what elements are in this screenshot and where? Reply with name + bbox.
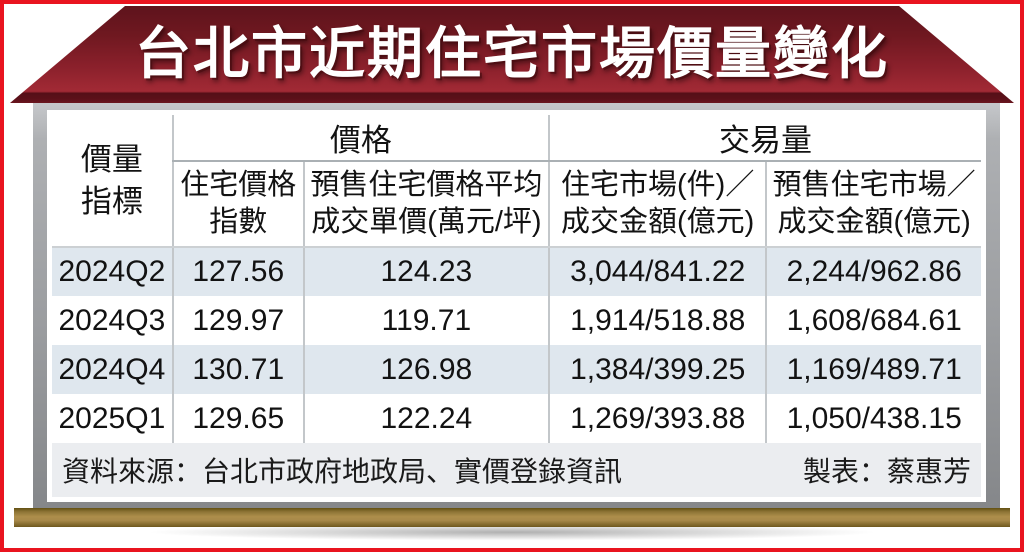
data-table: 價量 指標 價格 交易量 住宅價格 指數 預售住宅價格平均 成交 bbox=[52, 115, 981, 443]
sub-header-housing-market: 住宅市場(件)／ 成交金額(億元) bbox=[547, 161, 767, 248]
data-source-text: 資料來源：台北市政府地政局、實價登錄資訊 bbox=[62, 456, 623, 487]
corner-header-line2: 指標 bbox=[80, 183, 143, 219]
group-header-price: 價格 bbox=[171, 115, 549, 162]
table-row: 2025Q1 129.65 122.24 1,269/393.88 1,050/… bbox=[52, 394, 981, 443]
value-cell: 119.71 bbox=[302, 296, 549, 345]
value-cell: 1,169/489.71 bbox=[765, 345, 981, 394]
value-cell: 130.71 bbox=[171, 345, 304, 394]
quarter-cell: 2024Q4 bbox=[52, 345, 173, 394]
sub-header-presale-market: 預售住宅市場／ 成交金額(億元) bbox=[765, 161, 981, 248]
sub-header-row: 住宅價格 指數 預售住宅價格平均 成交單價(萬元/坪) 住宅市場(件)／ 成交金… bbox=[52, 161, 981, 248]
quarter-cell: 2024Q3 bbox=[58, 303, 166, 337]
value-cell: 129.97 bbox=[171, 296, 304, 345]
table-row: 2024Q3 129.97 119.71 1,914/518.88 1,608/… bbox=[52, 296, 981, 345]
sub-header-price-index: 住宅價格 指數 bbox=[171, 161, 304, 248]
quarter-cell: 2024Q2 bbox=[52, 247, 173, 296]
value-cell: 2,244/962.86 bbox=[765, 247, 981, 296]
group-header-volume: 交易量 bbox=[548, 115, 981, 162]
value-cell: 122.24 bbox=[302, 394, 549, 443]
value-cell: 1,608/684.61 bbox=[765, 296, 981, 345]
quarter-cell: 2025Q1 bbox=[58, 401, 166, 435]
roof-banner: 台北市近期住宅市場價量變化 bbox=[10, 6, 1014, 103]
value-cell: 3,044/841.22 bbox=[547, 247, 767, 296]
page-title: 台北市近期住宅市場價量變化 bbox=[135, 22, 889, 85]
value-cell: 1,914/518.88 bbox=[547, 296, 767, 345]
source-row: 資料來源：台北市政府地政局、實價登錄資訊 製表：蔡惠芳 bbox=[52, 443, 981, 497]
corner-header: 價量 指標 bbox=[52, 115, 173, 248]
table-board-inner: 價量 指標 價格 交易量 住宅價格 指數 預售住宅價格平均 成交 bbox=[47, 110, 986, 502]
value-cell: 124.23 bbox=[302, 247, 549, 296]
base-bar bbox=[14, 508, 1010, 527]
value-cell: 1,050/438.15 bbox=[765, 394, 981, 443]
group-header-row: 價量 指標 價格 交易量 bbox=[52, 115, 981, 248]
base-shadow bbox=[28, 525, 996, 548]
value-cell: 1,269/393.88 bbox=[547, 394, 767, 443]
value-cell: 129.65 bbox=[171, 394, 304, 443]
value-cell: 1,384/399.25 bbox=[547, 345, 767, 394]
corner-header-line1: 價量 bbox=[80, 141, 143, 177]
value-cell: 126.98 bbox=[302, 345, 549, 394]
credit-text: 製表：蔡惠芳 bbox=[802, 456, 971, 487]
value-cell: 127.56 bbox=[171, 247, 304, 296]
sub-header-presale-price: 預售住宅價格平均 成交單價(萬元/坪) bbox=[302, 161, 549, 248]
table-row: 2024Q4 130.71 126.98 1,384/399.25 1,169/… bbox=[52, 345, 981, 394]
table-board: 價量 指標 價格 交易量 住宅價格 指數 預售住宅價格平均 成交 bbox=[33, 98, 1000, 508]
table-row: 2024Q2 127.56 124.23 3,044/841.22 2,244/… bbox=[52, 247, 981, 296]
